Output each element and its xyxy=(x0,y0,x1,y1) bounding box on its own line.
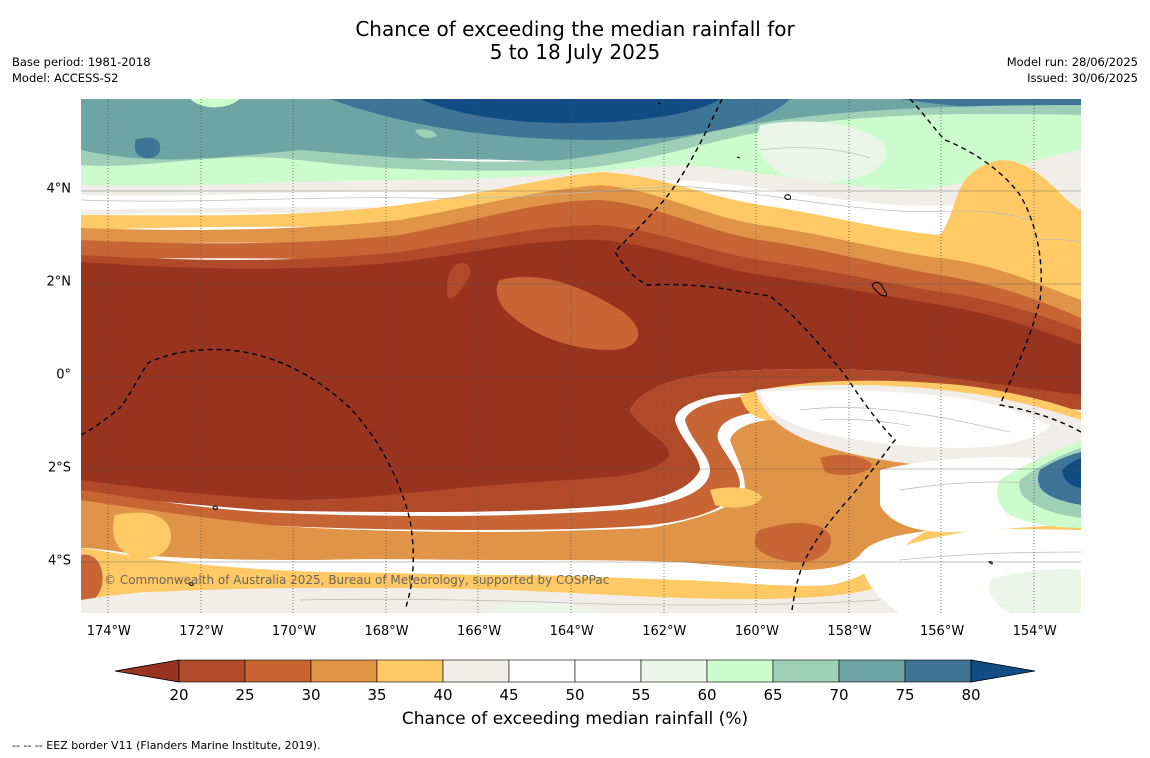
colorbar-swatch xyxy=(706,659,774,683)
eez-border xyxy=(81,99,1081,611)
colorbar-tick-label: 80 xyxy=(961,686,980,704)
lon-tick-label: 164°W xyxy=(550,624,594,639)
lon-tick-label: 174°W xyxy=(87,624,131,639)
colorbar-swatch xyxy=(244,659,312,683)
colorbar-swatch xyxy=(178,659,246,683)
colorbar-swatch xyxy=(442,659,510,683)
colorbar-tick-label: 50 xyxy=(565,686,584,704)
colorbar-extend-low xyxy=(114,659,180,683)
colorbar-swatch xyxy=(838,659,906,683)
lat-tick-label: 4°N xyxy=(47,181,72,196)
colorbar-tick-label: 65 xyxy=(763,686,782,704)
colorbar: 20 25 30 35 40 45 50 55 60 65 70 75 80 xyxy=(114,659,1036,704)
colorbar-tick-label: 60 xyxy=(697,686,716,704)
title-line-2: 5 to 18 July 2025 xyxy=(489,40,661,64)
lon-tick-label: 156°W xyxy=(920,624,964,639)
colorbar-swatch xyxy=(574,659,642,683)
colorbar-tick-label: 70 xyxy=(829,686,848,704)
colorbar-extend-high xyxy=(970,659,1036,683)
colorbar-swatch xyxy=(376,659,444,683)
islands xyxy=(188,102,993,586)
footnote: -- -- -- EEZ border V11 (Flanders Marine… xyxy=(12,739,321,752)
colorbar-tick-label: 25 xyxy=(235,686,254,704)
lon-tick-label: 162°W xyxy=(642,624,686,639)
meta-left: Base period: 1981-2018 Model: ACCESS-S2 xyxy=(12,54,151,86)
lon-tick-label: 168°W xyxy=(364,624,408,639)
colorbar-swatch xyxy=(310,659,378,683)
title-line-1: Chance of exceeding the median rainfall … xyxy=(355,17,795,41)
copyright-text: © Commonwealth of Australia 2025, Bureau… xyxy=(104,573,609,587)
colorbar-tick-label: 35 xyxy=(367,686,386,704)
chart-title: Chance of exceeding the median rainfall … xyxy=(0,18,1150,64)
model-run-label: Model run: 28/06/2025 xyxy=(1006,55,1138,69)
lon-tick-label: 170°W xyxy=(272,624,316,639)
colorbar-title: Chance of exceeding median rainfall (%) xyxy=(401,709,749,729)
base-period-label: Base period: 1981-2018 xyxy=(12,55,151,69)
contour-field: © Commonwealth of Australia 2025, Bureau… xyxy=(81,99,1081,613)
colorbar-tick-label: 55 xyxy=(631,686,650,704)
lon-tick-label: 172°W xyxy=(179,624,223,639)
lat-tick-label: 2°S xyxy=(48,460,71,475)
lat-tick-label: 4°S xyxy=(48,554,71,569)
lat-tick-label: 2°N xyxy=(47,274,72,289)
colorbar-swatch xyxy=(508,659,576,683)
colorbar-tick-label: 30 xyxy=(301,686,320,704)
colorbar-tick-label: 45 xyxy=(499,686,518,704)
lon-tick-label: 154°W xyxy=(1013,624,1057,639)
model-label: Model: ACCESS-S2 xyxy=(12,71,119,85)
meta-right: Model run: 28/06/2025 Issued: 30/06/2025 xyxy=(1007,54,1138,86)
lon-labels: 174°W 172°W 170°W 168°W 166°W 164°W 162°W 160°W… xyxy=(87,624,1057,639)
lon-tick-label: 166°W xyxy=(457,624,501,639)
issued-label: Issued: 30/06/2025 xyxy=(1027,71,1138,85)
lat-labels: 4°N 2°N 0° 2°S 4°S xyxy=(47,181,72,568)
colorbar-tick-label: 75 xyxy=(895,686,914,704)
lon-tick-label: 160°W xyxy=(735,624,779,639)
colorbar-swatch xyxy=(904,659,972,683)
lon-tick-label: 158°W xyxy=(827,624,871,639)
colorbar-swatch xyxy=(640,659,708,683)
colorbar-tick-label: 40 xyxy=(433,686,452,704)
lat-tick-label: 0° xyxy=(56,367,71,382)
colorbar-tick-label: 20 xyxy=(169,686,188,704)
colorbar-swatch xyxy=(772,659,840,683)
